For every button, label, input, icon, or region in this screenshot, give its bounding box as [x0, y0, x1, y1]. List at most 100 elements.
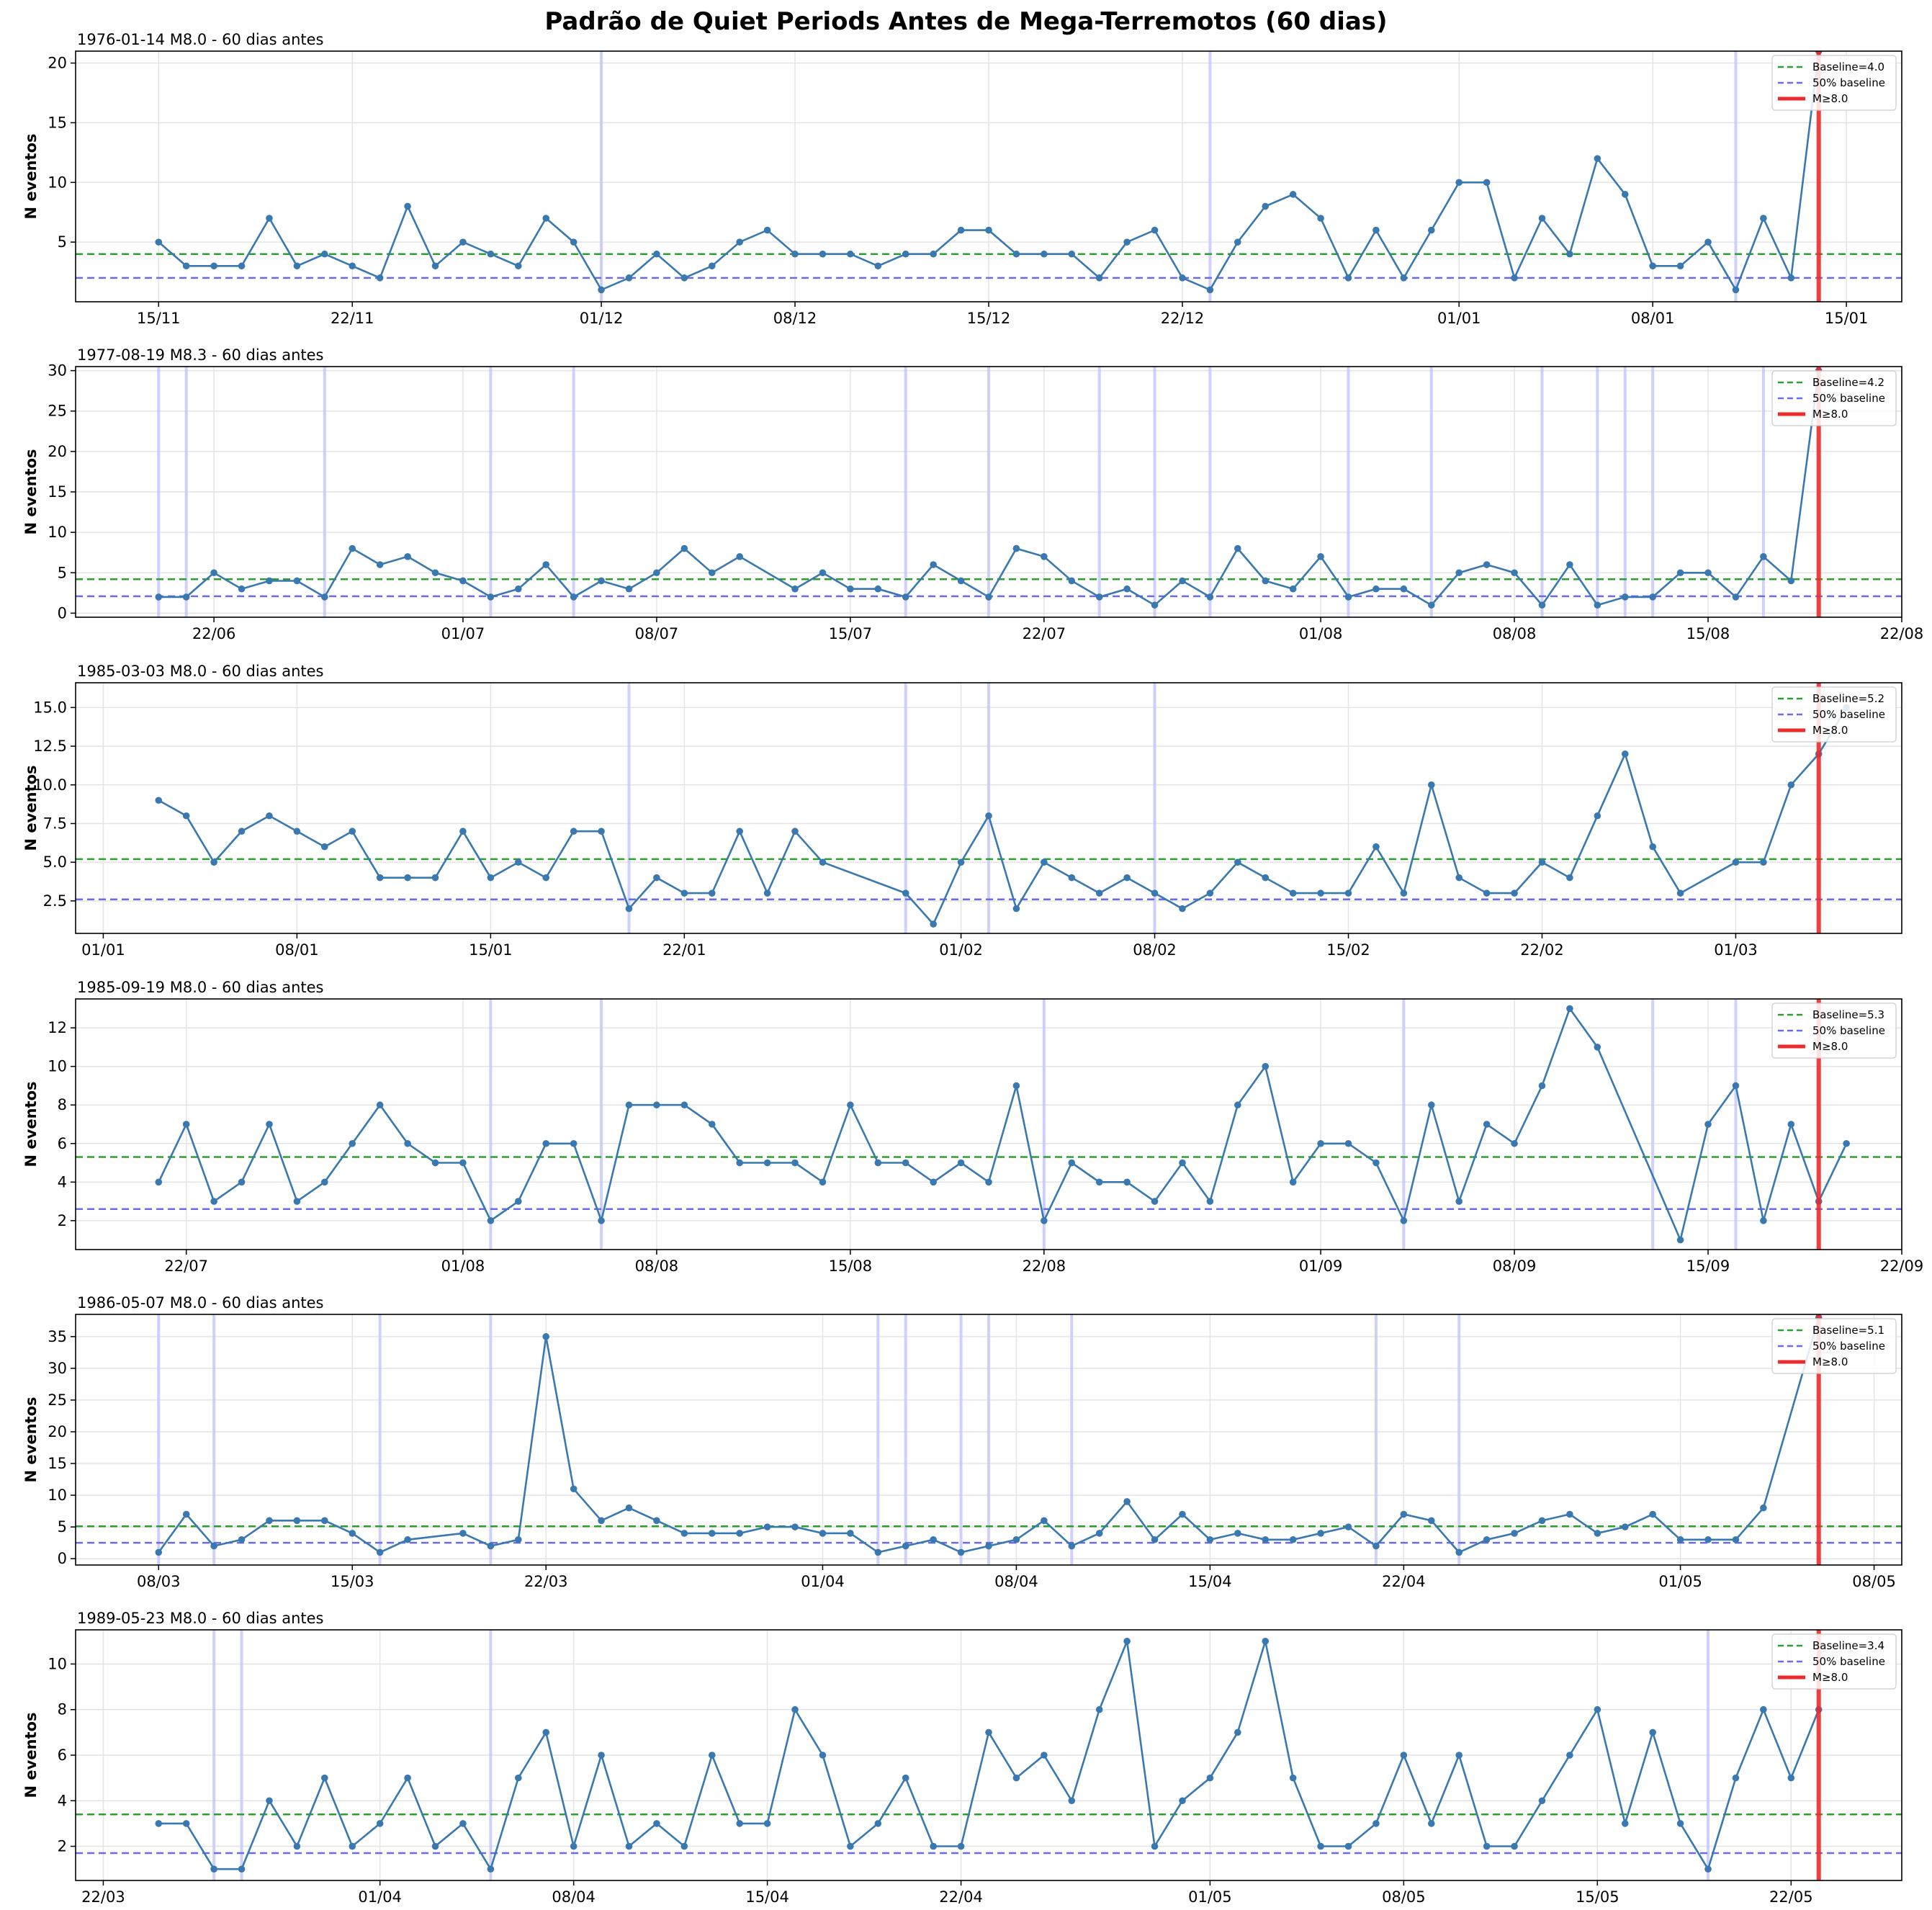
data-point [321, 250, 328, 258]
data-point [985, 1542, 992, 1550]
data-point [1012, 544, 1020, 552]
data-point [1427, 781, 1435, 789]
data-point [542, 215, 550, 222]
data-point [1566, 874, 1573, 882]
y-tick-label: 15.0 [33, 699, 67, 716]
legend-baseline-label: Baseline=5.1 [1812, 1324, 1884, 1337]
data-point [1455, 179, 1463, 187]
data-point [487, 1217, 495, 1224]
data-point [1760, 215, 1767, 222]
data-point [1123, 1178, 1131, 1186]
legend-box [1771, 686, 1897, 743]
data-point [1344, 1139, 1352, 1147]
y-tick-label: 20 [48, 443, 67, 460]
data-point [1095, 1178, 1103, 1186]
legend-baseline-label: Baseline=5.3 [1812, 1008, 1884, 1021]
data-point [1511, 1530, 1518, 1537]
data-point [1594, 155, 1601, 162]
data-point [182, 1121, 190, 1128]
data-point [708, 262, 716, 270]
data-point [1538, 215, 1546, 222]
data-point [570, 828, 578, 835]
y-tick-label: 6 [58, 1135, 67, 1152]
data-point [542, 1333, 550, 1340]
legend: Baseline=4.2 50% baseline M≥8.0 [1771, 370, 1897, 426]
x-tick-label: 08/04 [552, 1888, 596, 1906]
data-point [1787, 577, 1795, 585]
series-line [158, 1006, 1848, 1243]
data-point [653, 874, 660, 882]
data-point [598, 1517, 605, 1525]
data-point [902, 1542, 909, 1550]
data-point [1511, 569, 1518, 577]
data-point [1594, 812, 1601, 820]
data-point [1179, 1797, 1186, 1805]
legend-event-label: M≥8.0 [1812, 1671, 1848, 1684]
data-point [1732, 1082, 1740, 1090]
data-point [1262, 1062, 1270, 1070]
data-point [736, 1820, 743, 1827]
data-point [1760, 1217, 1767, 1224]
data-point [1012, 1774, 1020, 1782]
x-tick-label: 22/01 [662, 941, 706, 959]
x-tick-label: 08/05 [1852, 1573, 1896, 1590]
x-tick-label: 15/02 [1326, 941, 1370, 959]
y-tick-label: 0 [58, 604, 67, 622]
data-point [1427, 601, 1435, 609]
y-tick-label: 25 [48, 1391, 67, 1409]
data-point [293, 1517, 301, 1525]
data-point [1372, 226, 1380, 234]
y-tick-label: 8 [58, 1096, 67, 1113]
data-point [985, 1729, 992, 1736]
y-tick-label: 5.0 [43, 853, 67, 871]
data-point [1317, 889, 1324, 897]
data-point [376, 1101, 384, 1109]
data-point [1041, 553, 1048, 560]
legend-event-label: M≥8.0 [1812, 1040, 1848, 1053]
x-tick-label: 22/08 [1880, 625, 1924, 642]
series-line [158, 370, 1820, 607]
legend-box [1771, 55, 1897, 111]
x-tick-label: 22/03 [524, 1573, 568, 1590]
data-point [791, 1523, 799, 1530]
data-point [1732, 1774, 1740, 1782]
x-tick-label: 15/01 [1825, 310, 1869, 327]
data-point [1676, 889, 1684, 897]
data-point [238, 262, 246, 270]
x-tick-label: 22/03 [81, 1888, 125, 1906]
data-point [210, 262, 217, 270]
data-point [293, 828, 301, 835]
data-point [321, 1774, 328, 1782]
x-tick-label: 15/07 [829, 625, 873, 642]
data-point [708, 1752, 716, 1759]
y-tick-label: 20 [48, 55, 67, 72]
x-tick-label: 22/12 [1161, 310, 1205, 327]
y-tick-label: 15 [48, 1455, 67, 1472]
axes-frame [75, 1314, 1902, 1566]
data-point [874, 585, 882, 593]
data-point [182, 812, 190, 820]
data-point [819, 1530, 827, 1537]
data-point [459, 1820, 467, 1827]
y-tick-label: 4 [58, 1792, 67, 1809]
subplot-title: 1986-05-07 M8.0 - 60 dias antes [77, 1294, 323, 1312]
data-point [598, 1217, 605, 1224]
data-point [1206, 1774, 1214, 1782]
data-point [847, 1530, 854, 1537]
data-point [1538, 1797, 1546, 1805]
x-tick-label: 08/02 [1133, 941, 1177, 959]
data-point [1676, 262, 1684, 270]
x-tick-label: 15/08 [829, 1257, 873, 1275]
data-point [514, 1774, 522, 1782]
data-point [598, 1752, 605, 1759]
legend-box [1771, 1003, 1897, 1059]
data-point [1483, 561, 1491, 568]
data-point [1012, 905, 1020, 913]
legend: Baseline=5.1 50% baseline M≥8.0 [1771, 1318, 1897, 1374]
data-point [1511, 1139, 1518, 1147]
data-point [1179, 1159, 1186, 1167]
data-point [293, 1842, 301, 1850]
data-point [1566, 1752, 1573, 1759]
y-tick-label: 10 [48, 174, 67, 191]
legend-event-label: M≥8.0 [1812, 724, 1848, 737]
